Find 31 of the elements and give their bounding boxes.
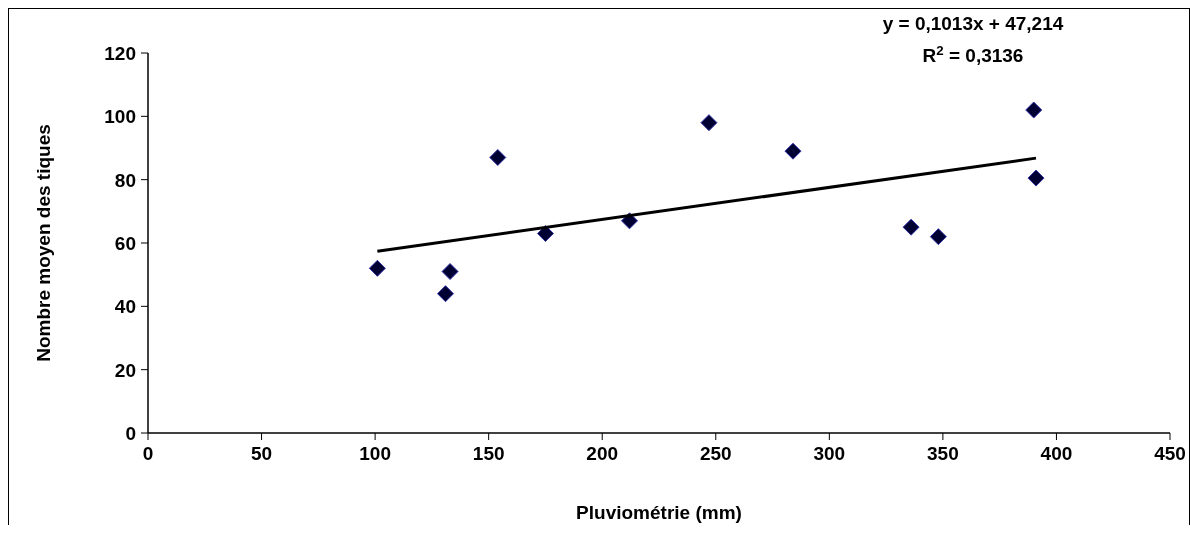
x-axis-title: Pluviométrie (mm) <box>576 502 742 523</box>
point <box>1027 169 1045 187</box>
x-tick-label: 50 <box>250 443 273 464</box>
point <box>1025 101 1043 119</box>
y-tick-label: 80 <box>114 169 136 191</box>
y-tick-label: 40 <box>114 296 136 318</box>
point <box>368 259 386 277</box>
point <box>929 228 947 246</box>
x-tick-label: 100 <box>359 443 391 464</box>
x-tick-label: 250 <box>699 443 732 464</box>
y-tick-label: 20 <box>114 359 136 381</box>
point <box>441 263 459 280</box>
x-tick-label: 350 <box>927 443 959 464</box>
x-tick-label: 300 <box>813 443 846 464</box>
point <box>902 218 920 236</box>
x-tick-label: 450 <box>1154 443 1186 464</box>
point <box>700 114 718 132</box>
x-tick-label: 0 <box>142 443 154 464</box>
y-axis-title: Nombre moyen des tiques <box>33 124 54 362</box>
x-tick-label: 150 <box>472 443 505 464</box>
text: y = 0,1013x + 47,214 <box>882 13 1064 34</box>
y-tick-label: 60 <box>114 233 136 254</box>
y-tick-label: 0 <box>125 423 136 444</box>
point <box>489 149 507 166</box>
annotation: R$^{2}$ = 0,3136 <box>922 42 1024 66</box>
point <box>784 142 802 160</box>
point <box>437 285 455 303</box>
y-tick-label: 120 <box>104 43 136 64</box>
y-tick-label: 100 <box>104 106 136 128</box>
x-tick-label: 400 <box>1040 443 1073 464</box>
x-tick-label: 200 <box>586 443 619 464</box>
